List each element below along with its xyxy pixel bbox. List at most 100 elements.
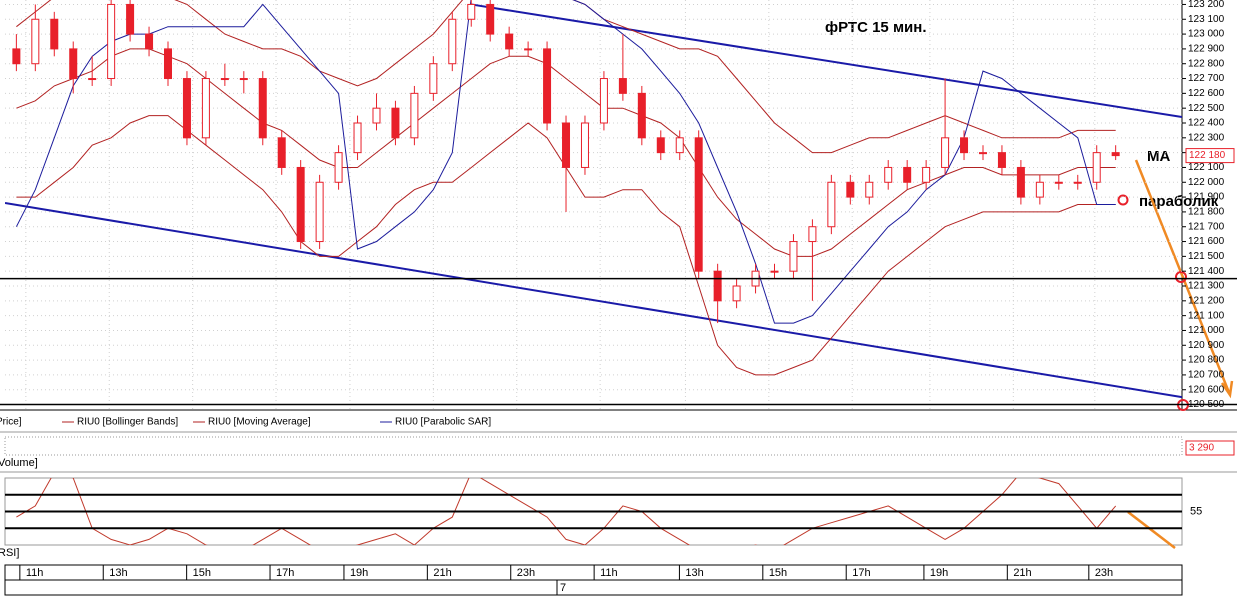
candle-body [562, 122, 571, 168]
x-tick-label: 21h [1013, 567, 1031, 579]
candle-body [69, 48, 78, 80]
candle-body [884, 166, 893, 183]
x-tick-label: 23h [517, 567, 535, 579]
candle-body [182, 78, 191, 139]
candle-body [467, 3, 476, 20]
y-tick-label: 122 100 [1188, 162, 1225, 173]
y-tick-label: 122 000 [1188, 177, 1225, 188]
chart-title: фРТС 15 мин. [825, 19, 927, 36]
volume-panel [4, 436, 1183, 456]
candle-body [694, 137, 703, 272]
y-tick-label: 121 700 [1188, 221, 1225, 232]
candle-body [448, 18, 457, 65]
candle-body [637, 92, 646, 139]
candle-body [997, 152, 1006, 168]
y-tick-label: 121 500 [1188, 251, 1225, 262]
y-tick-label: 121 200 [1188, 295, 1225, 306]
x-tick-label: 15h [769, 567, 787, 579]
y-tick-label: 122 600 [1188, 88, 1225, 99]
candle-body [201, 78, 210, 139]
legend-label: RIU0 [Bollinger Bands] [77, 417, 178, 428]
candle-body [334, 152, 343, 183]
candle-body [50, 18, 59, 50]
y-tick-label: 121 100 [1188, 310, 1225, 321]
annotation: MA [1147, 148, 1170, 165]
candle-body [315, 181, 324, 243]
candle-body [12, 48, 21, 65]
y-tick-label: 121 600 [1188, 236, 1225, 247]
x-tick-label: 13h [685, 567, 703, 579]
legend-label: Price] [0, 417, 22, 428]
moving-average [16, 48, 1116, 257]
y-tick-label: 121 900 [1188, 192, 1225, 203]
candle-body [258, 78, 267, 139]
y-tick-label: 122 700 [1188, 73, 1225, 84]
legend-label: RIU0 [Parabolic SAR] [395, 417, 491, 428]
candle-body [1054, 181, 1063, 184]
y-tick-label: 120 600 [1188, 384, 1225, 395]
arrow [1134, 159, 1234, 399]
y-tick-label: 122 300 [1188, 132, 1225, 143]
candle-body [88, 78, 97, 81]
candle-body [391, 107, 400, 139]
candle-body [543, 48, 552, 124]
candle-body [960, 137, 969, 154]
candle-body [789, 241, 798, 272]
y-tick-label: 122 500 [1188, 103, 1225, 114]
annotation: параболик [1139, 193, 1219, 210]
x-tick-label: 21h [433, 567, 451, 579]
candle-body [410, 92, 419, 139]
candle-body [1035, 181, 1044, 198]
x-tick-label: 17h [852, 567, 870, 579]
rsi-line [16, 478, 1117, 545]
last-price-box [1185, 148, 1235, 164]
candle-body [675, 137, 684, 154]
candle-body [827, 181, 836, 228]
y-tick-label: 121 400 [1188, 266, 1225, 277]
marker [1117, 194, 1129, 206]
day-label: 7 [560, 582, 566, 594]
y-tick-label: 120 700 [1188, 370, 1225, 381]
candle-body [1092, 152, 1101, 183]
candle-body [865, 181, 874, 198]
y-tick-label: 122 400 [1188, 118, 1225, 129]
candle-body [239, 78, 248, 81]
x-tick-label: 13h [109, 567, 127, 579]
y-tick-label: 123 000 [1188, 29, 1225, 40]
rsi-lines [16, 478, 1117, 545]
candle-body [580, 122, 589, 168]
candle-body [524, 48, 533, 51]
y-tick-label: 123 200 [1188, 0, 1225, 10]
candle-body [1111, 152, 1120, 157]
candle-body [713, 270, 722, 302]
y-tick-label: 121 300 [1188, 281, 1225, 292]
candle-body [922, 166, 931, 183]
candle-body [903, 166, 912, 183]
candle-body [1016, 166, 1025, 198]
panel-label: Volume] [0, 457, 38, 469]
candle-body [846, 181, 855, 198]
candle-body [145, 33, 154, 50]
y-tick-label: 120 900 [1188, 340, 1225, 351]
last-price-label: 122 180 [1189, 150, 1226, 161]
marker [1175, 271, 1187, 283]
x-tick-label: 17h [276, 567, 294, 579]
y-tick-label: 121 800 [1188, 207, 1225, 218]
volume-label: 3 290 [1189, 443, 1214, 454]
arrows [1127, 159, 1234, 549]
legend-label: RIU0 [Moving Average] [208, 417, 311, 428]
x-tick-label: 23h [1095, 567, 1113, 579]
candle-body [486, 3, 495, 35]
volume-box [1185, 440, 1235, 456]
candle-body [599, 78, 608, 124]
x-tick-label: 19h [350, 567, 368, 579]
candle-body [808, 226, 817, 243]
candle-body [732, 285, 741, 302]
candle-body [656, 137, 665, 154]
panel-label: RSI] [0, 547, 19, 559]
channel-line [5, 202, 1182, 399]
candle-body [770, 270, 779, 273]
x-tick-label: 11h [26, 567, 44, 579]
price-panel [5, 0, 1182, 410]
